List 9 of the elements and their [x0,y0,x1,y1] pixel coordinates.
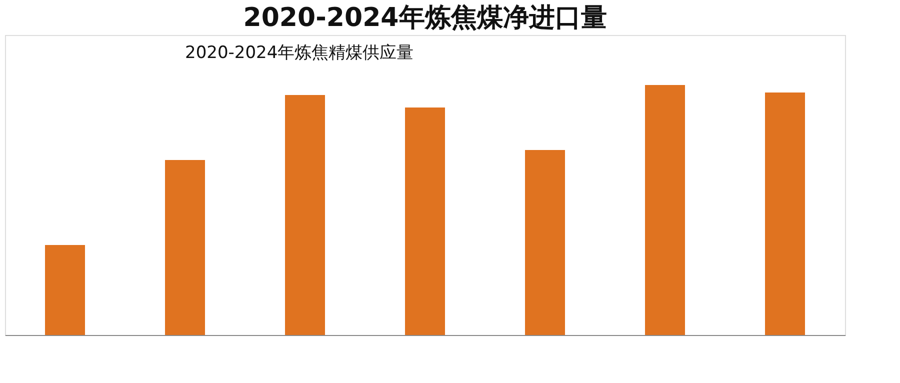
bar [765,92,805,335]
text: 2020-2024年炼焦精煤供应量 [185,43,414,63]
bar [405,108,445,335]
bar [165,160,205,335]
bar [525,150,565,335]
bar [45,245,85,335]
bar [285,95,325,335]
chart-title: 2020-2024年炼焦煤净进口量 [243,3,607,33]
bar [645,85,685,335]
